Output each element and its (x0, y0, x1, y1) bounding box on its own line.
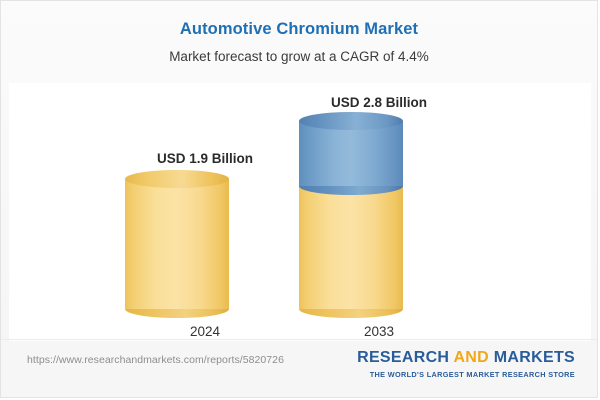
axis-label-2024: 2024 (189, 324, 221, 339)
bar-group-2033: USD 2.8 Billion 2033 (299, 83, 459, 341)
brand-logo[interactable]: RESEARCH AND MARKETS THE WORLD'S LARGEST… (357, 348, 575, 380)
axis-label-2033: 2033 (363, 324, 395, 339)
report-url[interactable]: https://www.researchandmarkets.com/repor… (27, 354, 284, 366)
logo-tagline: THE WORLD'S LARGEST MARKET RESEARCH STOR… (369, 370, 575, 379)
cylinder-bar-2033-growth (299, 112, 403, 195)
cylinder-top-ellipse (299, 112, 403, 130)
value-label-2033: USD 2.8 Billion (330, 95, 428, 110)
chart-subtitle: Market forecast to grow at a CAGR of 4.4… (169, 49, 429, 64)
plot-area: USD 1.9 Billion 2024 USD 2.8 Billion 2 (9, 83, 591, 341)
cylinder-body (299, 186, 403, 309)
cylinder-bar-2033-base (299, 177, 403, 318)
bar-group-2024: USD 1.9 Billion 2024 (125, 83, 285, 341)
chart-header: Automotive Chromium Market Market foreca… (1, 19, 597, 66)
cylinder-bar-2024 (125, 170, 229, 318)
cylinder-top-ellipse (125, 170, 229, 188)
page-title: Automotive Chromium Market (179, 20, 419, 38)
cylinder-body (299, 121, 403, 186)
footer: https://www.researchandmarkets.com/repor… (1, 339, 597, 397)
cylinder-body (125, 179, 229, 309)
logo-word-markets: MARKETS (493, 349, 575, 366)
value-label-2024: USD 1.9 Billion (156, 151, 254, 166)
logo-word-research: RESEARCH (357, 349, 450, 366)
logo-word-and: AND (453, 349, 490, 366)
logo-wordmark: RESEARCH AND MARKETS (357, 348, 575, 367)
